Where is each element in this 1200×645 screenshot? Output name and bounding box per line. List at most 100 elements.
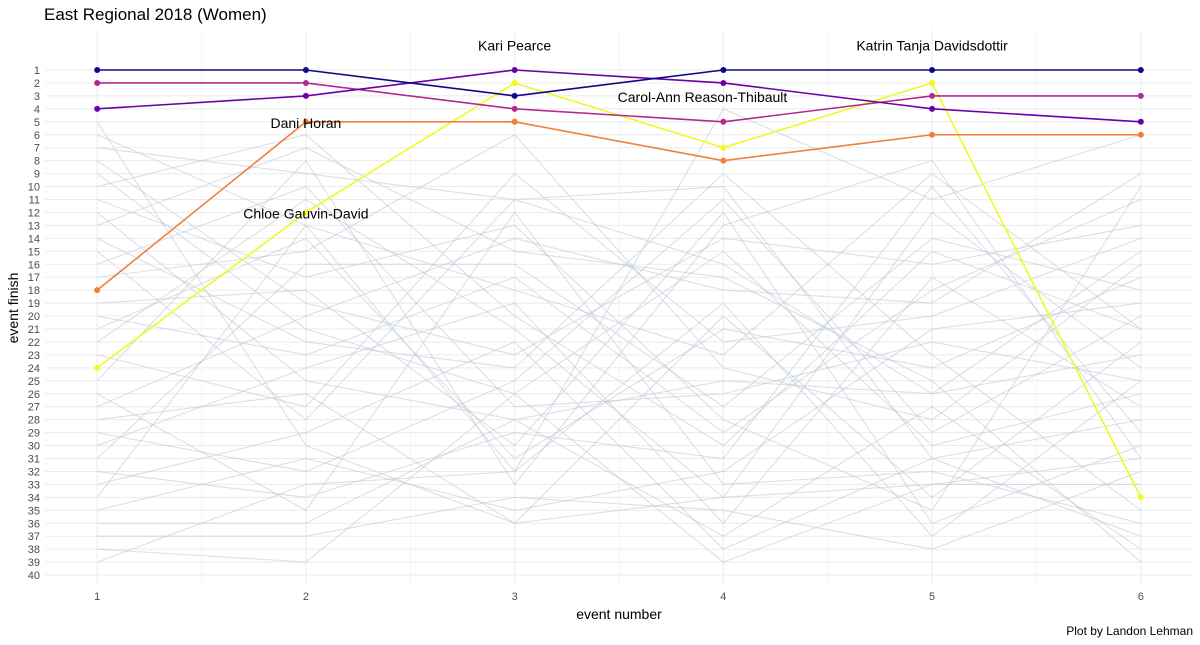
series-point — [302, 79, 309, 86]
y-tick-label: 4 — [34, 104, 40, 116]
highlighted-series-group — [94, 67, 1144, 501]
series-point — [94, 364, 101, 371]
y-axis-ticks: 1234567891011121314151617181920212223242… — [28, 65, 40, 582]
series-point — [511, 67, 518, 73]
series-point — [1137, 494, 1144, 501]
series-point — [720, 67, 727, 73]
series-point — [302, 118, 309, 125]
background-series-group — [96, 108, 1142, 563]
series-point — [94, 287, 101, 294]
background-series-line — [97, 393, 1141, 563]
series-point — [720, 157, 727, 164]
series-point — [929, 131, 936, 138]
y-tick-label: 39 — [28, 557, 40, 569]
athlete-labels-group: Kari Pearce Katrin Tanja Davidsdottir Caro… — [243, 37, 1008, 221]
series-point — [929, 67, 936, 73]
athlete-label: Dani Horan — [270, 115, 341, 131]
background-series-line — [96, 237, 1141, 459]
y-tick-label: 19 — [28, 298, 40, 310]
athlete-label: Kari Pearce — [478, 37, 551, 53]
series-point — [302, 92, 309, 99]
series-point — [302, 67, 309, 73]
athlete-label: Chloe Gauvin-David — [243, 206, 368, 222]
y-tick-label: 31 — [28, 454, 40, 466]
plot-panel: Kari Pearce Katrin Tanja Davidsdottir Caro… — [45, 30, 1193, 585]
background-series-line — [96, 211, 1141, 524]
athlete-label: Carol-Ann Reason-Thibault — [618, 89, 788, 105]
background-series-line — [97, 341, 1141, 550]
y-tick-label: 29 — [28, 428, 40, 440]
background-series-line — [96, 108, 1141, 563]
series-point — [1137, 118, 1144, 125]
y-tick-label: 27 — [28, 402, 40, 414]
x-tick-label: 1 — [94, 591, 100, 603]
athlete-label: Katrin Tanja Davidsdottir — [856, 37, 1008, 53]
y-tick-label: 14 — [28, 233, 40, 245]
y-tick-label: 26 — [28, 389, 40, 401]
y-tick-label: 40 — [28, 570, 40, 582]
y-tick-label: 37 — [28, 531, 40, 543]
x-tick-label: 6 — [1138, 591, 1144, 603]
y-tick-label: 8 — [34, 156, 40, 168]
series-point — [1137, 67, 1144, 73]
y-tick-label: 35 — [28, 505, 40, 517]
background-series-line — [97, 134, 1142, 421]
background-series-line — [96, 276, 1142, 525]
series-point — [929, 92, 936, 99]
y-tick-label: 30 — [28, 441, 40, 453]
background-series-line — [97, 315, 1142, 524]
y-tick-label: 5 — [34, 117, 40, 129]
y-tick-label: 36 — [28, 518, 40, 530]
series-point — [511, 79, 518, 86]
series-point — [1137, 92, 1144, 99]
y-tick-label: 22 — [28, 337, 40, 349]
background-series-line — [96, 224, 1142, 537]
series-point — [720, 79, 727, 86]
background-series-line — [96, 186, 1142, 511]
series-point — [94, 79, 101, 86]
y-tick-label: 15 — [28, 246, 40, 258]
y-tick-label: 33 — [28, 479, 40, 491]
y-tick-label: 3 — [34, 91, 40, 103]
series-line — [97, 69, 1141, 123]
series-line — [97, 82, 1141, 123]
series-point — [511, 92, 518, 99]
y-tick-label: 2 — [34, 78, 40, 90]
background-series-line — [96, 237, 1142, 460]
series-point — [720, 118, 727, 125]
background-series-line — [96, 172, 1142, 511]
y-tick-label: 12 — [28, 207, 40, 219]
y-tick-label: 6 — [34, 130, 40, 142]
background-series-line — [96, 160, 1141, 356]
series-point — [1137, 131, 1144, 138]
series-point — [302, 209, 309, 216]
x-tick-label: 5 — [929, 591, 935, 603]
series-point — [929, 79, 936, 86]
chart-caption: Plot by Landon Lehman — [1066, 624, 1193, 638]
series-point — [94, 105, 101, 112]
background-series-line — [96, 185, 1141, 408]
y-tick-label: 17 — [28, 272, 40, 284]
y-tick-label: 20 — [28, 311, 40, 323]
y-tick-label: 9 — [34, 169, 40, 181]
y-tick-label: 23 — [28, 350, 40, 362]
x-axis-ticks: 1 2 3 4 5 6 — [94, 591, 1144, 603]
y-axis-title: event finish — [5, 273, 21, 344]
chart-title: East Regional 2018 (Women) — [44, 5, 267, 24]
background-series-line — [96, 173, 1142, 408]
y-tick-label: 16 — [28, 259, 40, 271]
background-series-line — [96, 198, 1141, 421]
y-tick-label: 11 — [29, 195, 40, 207]
y-tick-label: 28 — [28, 415, 40, 427]
x-axis-title: event number — [576, 606, 662, 622]
series-line — [97, 69, 1141, 97]
x-tick-label: 2 — [303, 591, 309, 603]
y-tick-label: 1 — [34, 65, 40, 77]
background-series-line — [97, 134, 1142, 447]
y-tick-label: 24 — [28, 363, 40, 375]
series-line — [96, 121, 1141, 291]
x-tick-label: 4 — [720, 591, 726, 603]
series-point — [511, 118, 518, 125]
y-tick-label: 18 — [28, 285, 40, 297]
